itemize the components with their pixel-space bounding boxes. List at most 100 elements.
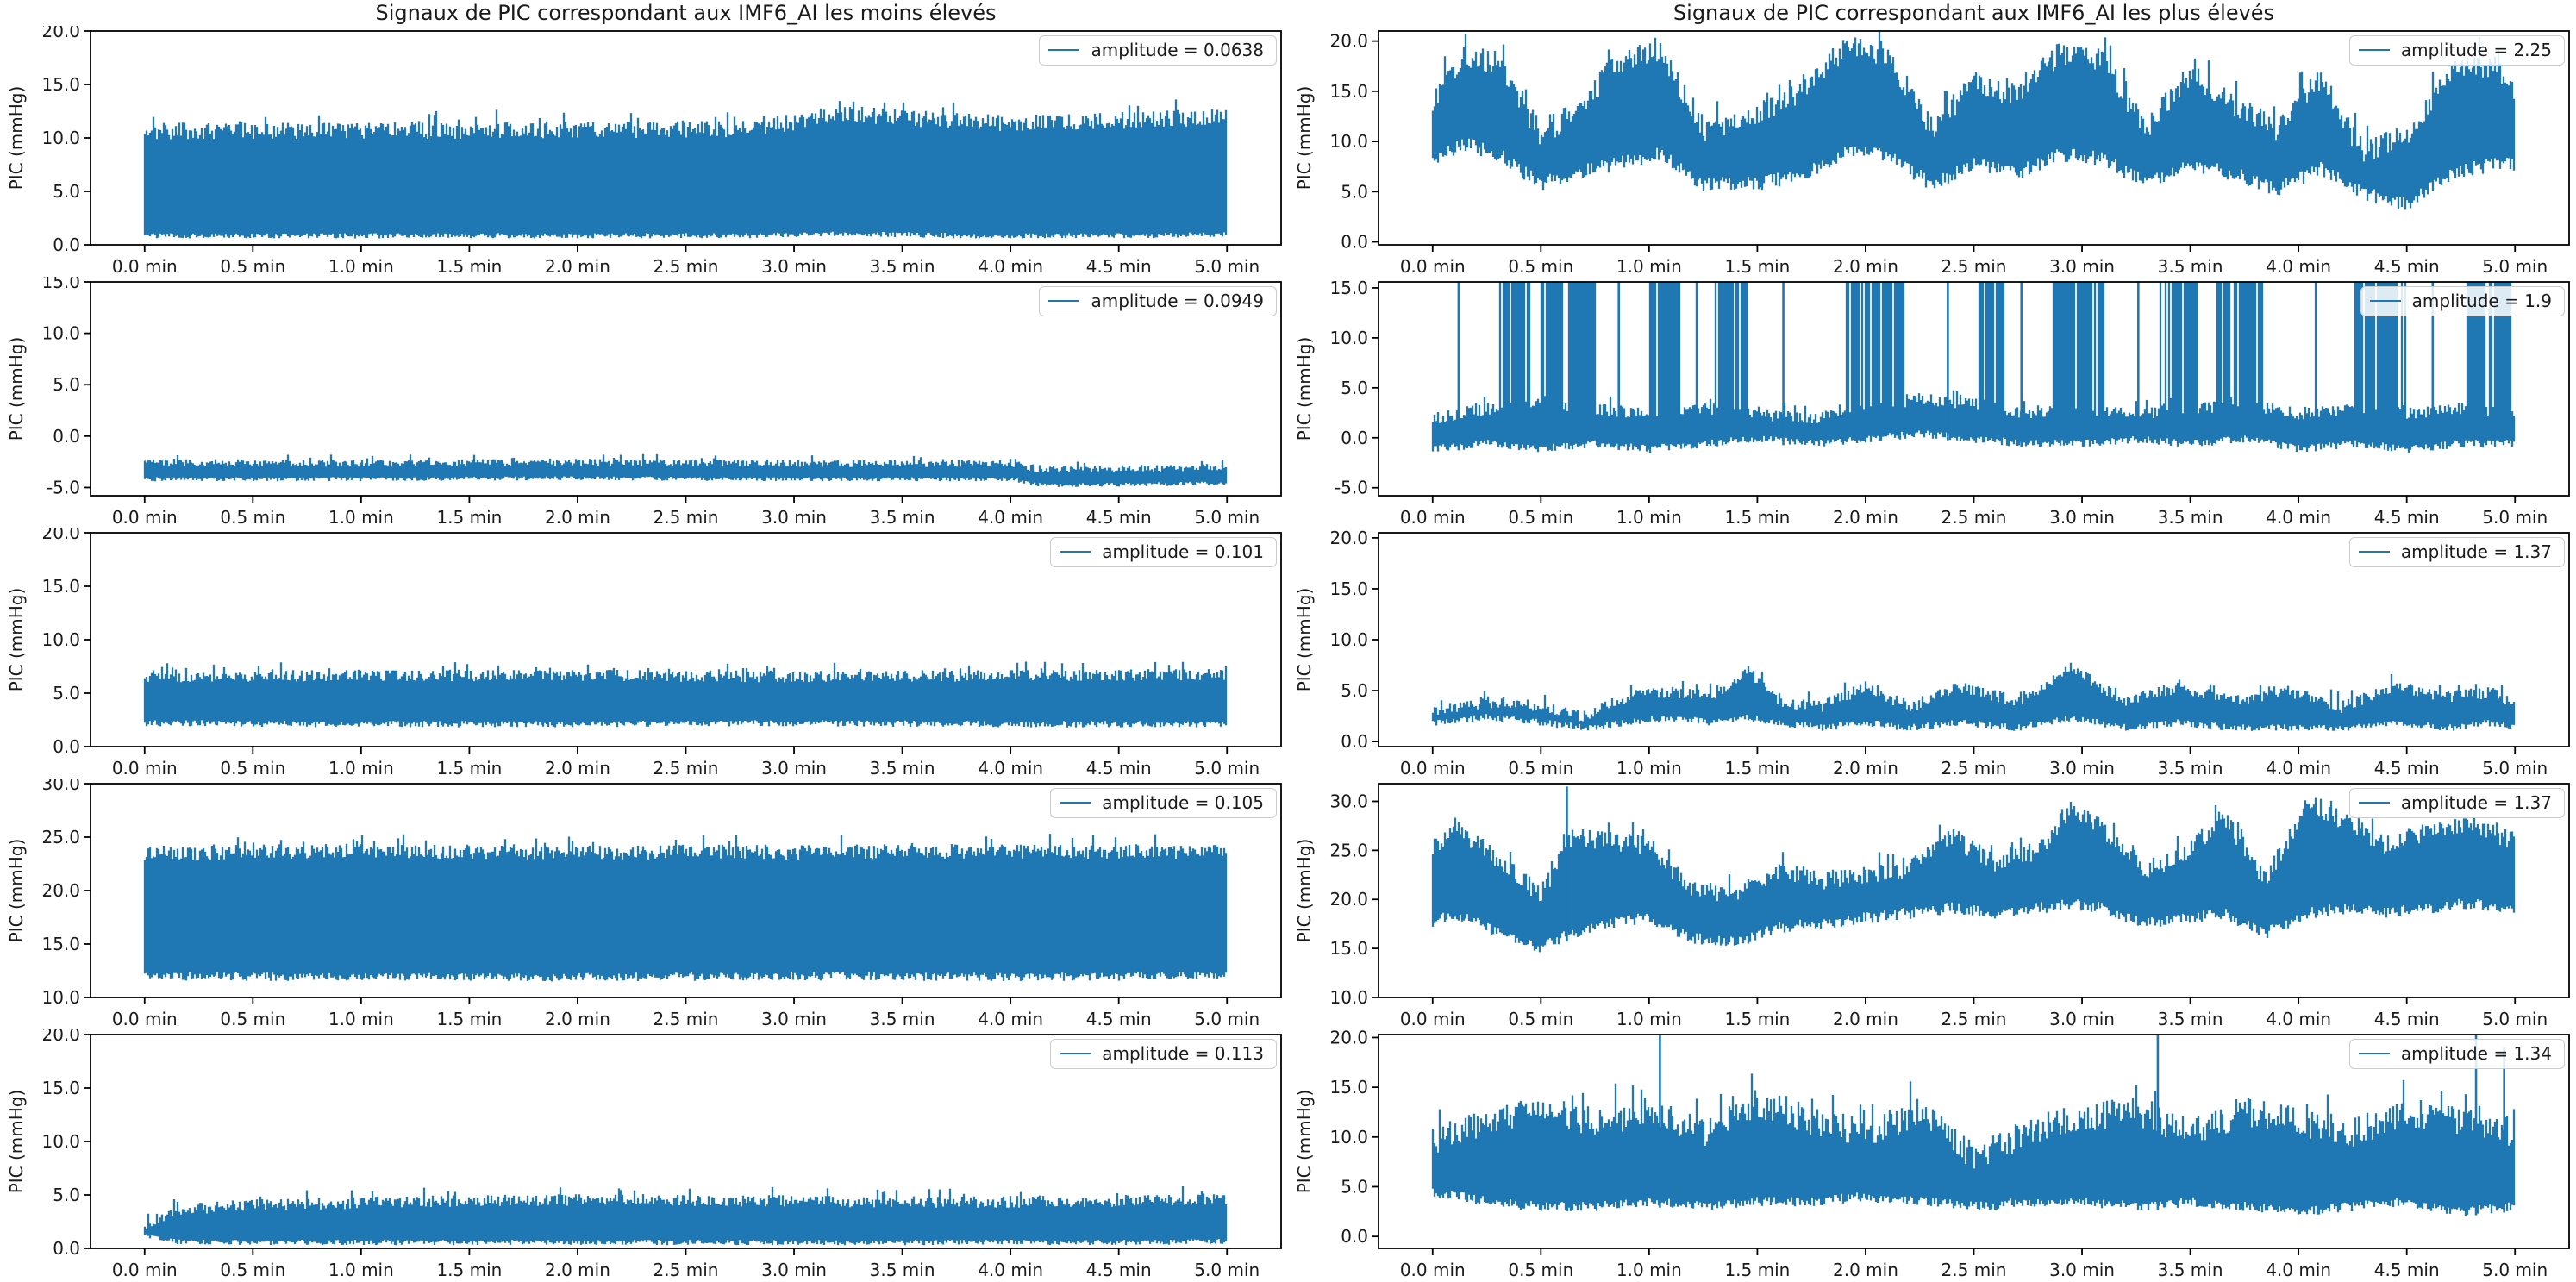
xtick-label: 3.0 min (761, 758, 827, 779)
xtick-label: 1.0 min (1616, 1009, 1682, 1029)
xtick-label: 0.5 min (1508, 256, 1573, 277)
xtick-label: 2.0 min (1833, 758, 1898, 779)
signal-r1-left (143, 99, 1228, 239)
ytick-label: 0.0 (1341, 232, 1368, 253)
plot-canvas-r5-left: 0.0 5.0 10.0 15.0 20.0 0.0 min 0.5 min 1.0 min 1… (6, 1029, 1282, 1280)
xtick-label: 0.0 min (112, 507, 178, 528)
xtick-label: 1.0 min (328, 1260, 394, 1280)
ytick-label: 5.0 (1341, 1176, 1368, 1197)
xtick-label: 0.5 min (220, 1009, 285, 1029)
xtick-label: 4.5 min (1086, 507, 1152, 528)
xtick-label: 5.0 min (1194, 256, 1260, 277)
ytick-label: 0.0 (1341, 1226, 1368, 1247)
legend-label: amplitude = 0.0638 (1091, 40, 1264, 60)
xtick-label: 4.5 min (1086, 758, 1152, 779)
ytick-label: 15.0 (1329, 578, 1368, 599)
xtick-label: 0.5 min (1508, 758, 1573, 779)
xtick-label: 4.0 min (978, 1260, 1043, 1280)
xtick-label: 1.5 min (1724, 507, 1790, 528)
xtick-label: 2.5 min (653, 507, 719, 528)
xtick-label: 0.0 min (1400, 256, 1466, 277)
xtick-label: 1.5 min (436, 1009, 502, 1029)
legend-line-swatch (1048, 49, 1080, 51)
axes-r2-right: -5.0 0.0 5.0 10.0 15.0 0.0 min 0.5 min 1.0 min 1… (1329, 278, 2570, 528)
xtick-label: 0.0 min (112, 256, 178, 277)
xtick-label: 3.5 min (870, 256, 935, 277)
xtick-label: 1.5 min (436, 1260, 502, 1280)
xtick-label: 3.5 min (870, 1260, 935, 1280)
xtick-label: 5.0 min (1194, 507, 1260, 528)
xtick-label: 5.0 min (1194, 1009, 1260, 1029)
xtick-label: 1.0 min (328, 758, 394, 779)
xtick-label: 0.5 min (1508, 507, 1573, 528)
legend-line-swatch (2358, 551, 2390, 553)
xtick-label: 1.0 min (1616, 758, 1682, 779)
ytick-label: 15.0 (41, 277, 80, 292)
xtick-label: 1.5 min (1724, 1009, 1790, 1029)
xtick-label: 0.0 min (112, 758, 178, 779)
ytick-label: 0.0 (53, 736, 80, 757)
xtick-label: 0.5 min (220, 1260, 285, 1280)
xtick-label: 0.5 min (1508, 1260, 1573, 1280)
xtick-label: 3.5 min (2158, 507, 2223, 528)
ytick-label: 25.0 (1329, 840, 1368, 860)
signal-r5-right (1431, 1035, 2516, 1216)
plot-canvas-r5-right: 0.0 5.0 10.0 15.0 20.0 0.0 min 0.5 min 1.0 min 1… (1294, 1029, 2570, 1280)
xtick-label: 5.0 min (2482, 256, 2548, 277)
xtick-label: 3.5 min (2158, 758, 2223, 779)
xtick-label: 4.5 min (2374, 1009, 2440, 1029)
y-axis-label: PIC (mmHg) (1294, 588, 1315, 692)
xtick-label: 3.0 min (2049, 256, 2115, 277)
legend-label: amplitude = 0.101 (1102, 541, 1264, 562)
xtick-label: 1.0 min (1616, 1260, 1682, 1280)
ytick-label: 5.0 (1341, 181, 1368, 202)
xtick-label: 0.5 min (220, 256, 285, 277)
xtick-label: 1.0 min (328, 507, 394, 528)
legend-r1-left: amplitude = 0.0638 (1039, 35, 1277, 66)
ytick-label: 20.0 (41, 1029, 80, 1045)
xtick-label: 0.0 min (112, 1009, 178, 1029)
xtick-label: 2.5 min (1941, 758, 2007, 779)
ytick-label: 20.0 (1329, 31, 1368, 52)
ytick-label: 20.0 (41, 528, 80, 543)
xtick-label: 4.5 min (2374, 256, 2440, 277)
xtick-label: 1.5 min (436, 758, 502, 779)
subplot-grid: 0.0 5.0 10.0 15.0 20.0 0.0 min 0.5 min 1.0 min 1… (0, 26, 2576, 1280)
ytick-label: 10.0 (1329, 328, 1368, 348)
xtick-label: 1.0 min (1616, 256, 1682, 277)
ytick-label: 0.0 (53, 426, 80, 447)
axes-r4-left: 10.0 15.0 20.0 25.0 30.0 0.0 min 0.5 min 1.0 mi… (41, 779, 1282, 1029)
xtick-label: 2.5 min (1941, 1009, 2007, 1029)
ytick-label: 0.0 (53, 1238, 80, 1259)
plot-canvas-r1-right: 0.0 5.0 10.0 15.0 20.0 0.0 min 0.5 min 1.0 min 1… (1294, 30, 2570, 277)
legend-line-swatch (2358, 1053, 2390, 1054)
xtick-label: 4.0 min (2266, 256, 2331, 277)
legend-label: amplitude = 1.34 (2400, 1043, 2552, 1064)
ytick-label: 20.0 (1329, 1029, 1368, 1047)
ytick-label: 15.0 (1329, 81, 1368, 102)
plot-canvas-r1-left: 0.0 5.0 10.0 15.0 20.0 0.0 min 0.5 min 1.0 min 1… (6, 26, 1282, 277)
xtick-label: 4.0 min (2266, 507, 2331, 528)
left-column-title: Signaux de PIC correspondant aux IMF6_AI… (375, 1, 997, 25)
ytick-label: 30.0 (41, 779, 80, 794)
xtick-label: 0.0 min (112, 1260, 178, 1280)
xtick-label: 2.0 min (545, 1009, 610, 1029)
y-axis-label: PIC (mmHg) (1294, 337, 1315, 441)
signal-r2-left (143, 453, 1228, 487)
y-axis-label: PIC (mmHg) (1294, 86, 1315, 191)
signal-r3-left (143, 661, 1228, 728)
legend-line-swatch (1060, 551, 1091, 553)
xtick-label: 5.0 min (1194, 1260, 1260, 1280)
xtick-label: 4.5 min (2374, 758, 2440, 779)
xtick-label: 0.5 min (220, 758, 285, 779)
xtick-label: 2.5 min (653, 1260, 719, 1280)
ytick-label: -5.0 (1335, 478, 1368, 498)
plot-canvas-r2-left: -5.0 0.0 5.0 10.0 15.0 0.0 min 0.5 min 1.0 min 1… (6, 277, 1282, 528)
legend-line-swatch (1060, 1053, 1091, 1054)
xtick-label: 5.0 min (2482, 1260, 2548, 1280)
xtick-label: 1.5 min (436, 256, 502, 277)
xtick-label: 2.0 min (545, 256, 610, 277)
titles-row: Signaux de PIC correspondant aux IMF6_AI… (0, 0, 2576, 26)
xtick-label: 1.0 min (328, 1009, 394, 1029)
xtick-label: 1.0 min (328, 256, 394, 277)
